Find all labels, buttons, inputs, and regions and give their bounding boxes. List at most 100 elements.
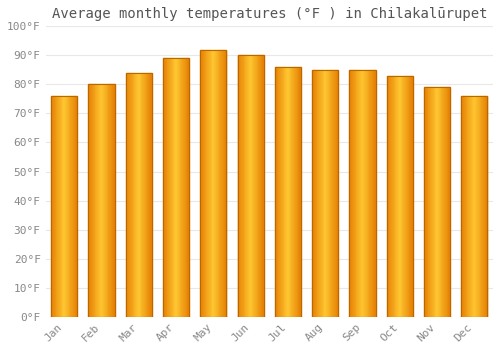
Bar <box>137 73 138 317</box>
Bar <box>294 67 295 317</box>
Bar <box>439 87 440 317</box>
Bar <box>482 96 483 317</box>
Bar <box>138 73 139 317</box>
Bar <box>59 96 60 317</box>
Bar <box>462 96 463 317</box>
Bar <box>246 55 247 317</box>
Bar <box>88 84 90 317</box>
Bar <box>333 70 334 317</box>
Bar <box>370 70 371 317</box>
Bar <box>126 73 152 317</box>
Bar <box>425 87 426 317</box>
Bar <box>298 67 300 317</box>
Bar <box>282 67 284 317</box>
Bar <box>353 70 354 317</box>
Bar <box>356 70 358 317</box>
Bar <box>358 70 359 317</box>
Bar <box>202 49 203 317</box>
Bar <box>57 96 58 317</box>
Bar <box>316 70 318 317</box>
Bar <box>94 84 96 317</box>
Bar <box>214 49 215 317</box>
Bar <box>132 73 134 317</box>
Bar <box>431 87 432 317</box>
Bar <box>434 87 436 317</box>
Bar <box>258 55 260 317</box>
Bar <box>203 49 204 317</box>
Bar <box>170 58 171 317</box>
Bar <box>364 70 365 317</box>
Bar <box>443 87 444 317</box>
Bar <box>76 96 78 317</box>
Bar <box>130 73 131 317</box>
Bar <box>446 87 448 317</box>
Bar <box>223 49 224 317</box>
Bar <box>391 76 392 317</box>
Bar <box>113 84 114 317</box>
Bar <box>220 49 221 317</box>
Bar <box>361 70 362 317</box>
Bar <box>180 58 182 317</box>
Bar <box>373 70 374 317</box>
Bar <box>437 87 438 317</box>
Bar <box>312 70 313 317</box>
Bar <box>256 55 257 317</box>
Bar <box>163 58 189 317</box>
Bar <box>478 96 479 317</box>
Bar <box>275 67 276 317</box>
Bar <box>362 70 364 317</box>
Bar <box>53 96 54 317</box>
Bar <box>102 84 103 317</box>
Bar <box>313 70 314 317</box>
Bar <box>56 96 57 317</box>
Bar <box>296 67 298 317</box>
Bar <box>200 49 201 317</box>
Bar <box>444 87 445 317</box>
Bar <box>139 73 140 317</box>
Bar <box>222 49 223 317</box>
Bar <box>134 73 136 317</box>
Bar <box>166 58 168 317</box>
Bar <box>284 67 286 317</box>
Bar <box>400 76 402 317</box>
Bar <box>279 67 280 317</box>
Bar <box>324 70 325 317</box>
Bar <box>99 84 100 317</box>
Bar <box>252 55 254 317</box>
Bar <box>372 70 373 317</box>
Bar <box>406 76 407 317</box>
Bar <box>183 58 184 317</box>
Bar <box>208 49 209 317</box>
Bar <box>281 67 282 317</box>
Bar <box>247 55 248 317</box>
Bar <box>352 70 353 317</box>
Bar <box>359 70 360 317</box>
Bar <box>314 70 315 317</box>
Bar <box>486 96 488 317</box>
Bar <box>350 70 376 317</box>
Bar <box>171 58 172 317</box>
Bar <box>146 73 148 317</box>
Bar <box>165 58 166 317</box>
Bar <box>325 70 326 317</box>
Bar <box>470 96 471 317</box>
Bar <box>327 70 328 317</box>
Bar <box>178 58 180 317</box>
Bar <box>149 73 150 317</box>
Bar <box>106 84 108 317</box>
Bar <box>468 96 469 317</box>
Bar <box>394 76 396 317</box>
Bar <box>215 49 216 317</box>
Bar <box>182 58 183 317</box>
Bar <box>201 49 202 317</box>
Bar <box>411 76 412 317</box>
Bar <box>177 58 178 317</box>
Bar <box>174 58 175 317</box>
Bar <box>148 73 149 317</box>
Bar <box>336 70 338 317</box>
Bar <box>275 67 301 317</box>
Bar <box>390 76 391 317</box>
Bar <box>244 55 246 317</box>
Bar <box>319 70 320 317</box>
Bar <box>151 73 152 317</box>
